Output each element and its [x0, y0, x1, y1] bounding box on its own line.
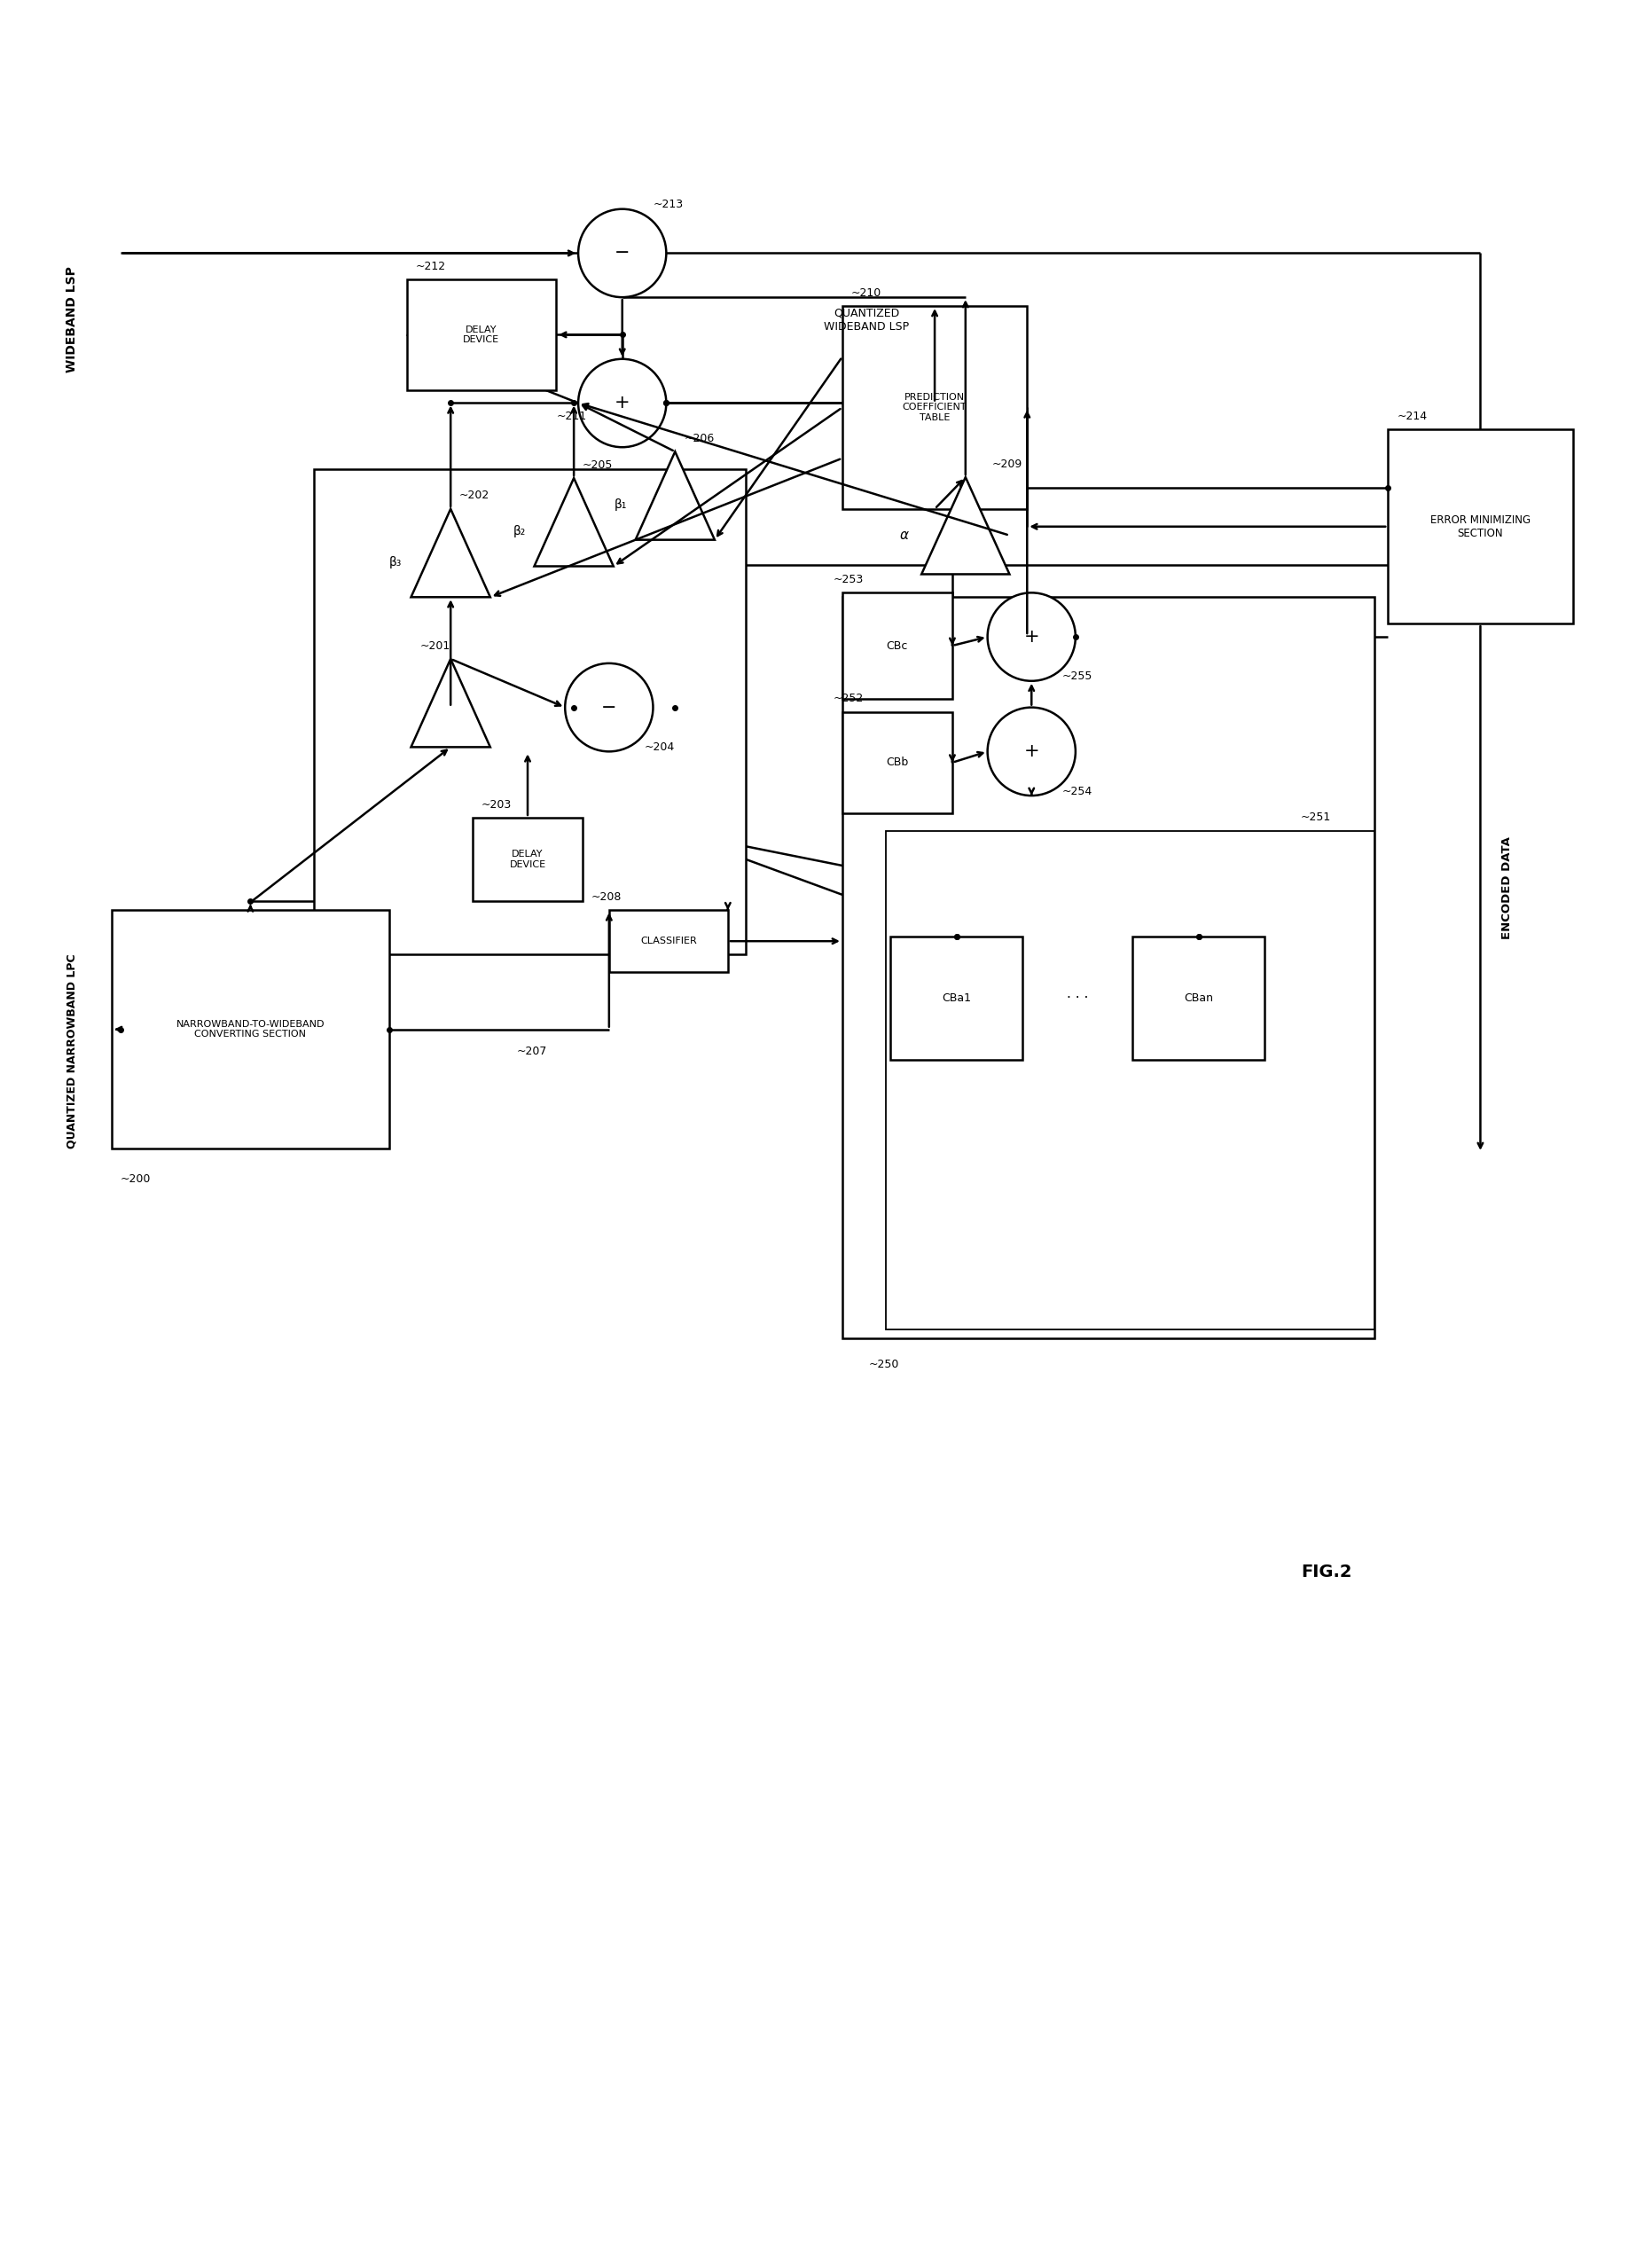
Text: DELAY
DEVICE: DELAY DEVICE: [509, 850, 545, 870]
Text: NARROWBAND-TO-WIDEBAND
CONVERTING SECTION: NARROWBAND-TO-WIDEBAND CONVERTING SECTIO…: [177, 1020, 325, 1038]
Text: ERROR MINIMIZING
SECTION: ERROR MINIMIZING SECTION: [1431, 514, 1530, 539]
Text: −: −: [601, 698, 616, 716]
Bar: [406, 279, 557, 390]
Text: CBb: CBb: [885, 757, 909, 768]
Text: QUANTIZED NARROWBAND LPC: QUANTIZED NARROWBAND LPC: [66, 954, 78, 1149]
Text: ~213: ~213: [653, 199, 684, 211]
Circle shape: [578, 208, 666, 297]
Bar: [314, 469, 745, 954]
Circle shape: [988, 594, 1075, 682]
Text: ~211: ~211: [557, 410, 586, 421]
Bar: [472, 818, 583, 902]
Text: ~208: ~208: [591, 891, 621, 902]
Bar: [843, 598, 1374, 1339]
Text: β₃: β₃: [390, 555, 401, 569]
Text: ~251: ~251: [1300, 811, 1332, 823]
Text: ~212: ~212: [415, 261, 446, 272]
Circle shape: [988, 707, 1075, 795]
Text: ~200: ~200: [121, 1174, 150, 1185]
Bar: [1133, 936, 1265, 1060]
Text: −: −: [615, 245, 629, 263]
Circle shape: [565, 664, 653, 752]
Text: ~214: ~214: [1396, 410, 1427, 421]
Text: ~255: ~255: [1062, 671, 1092, 682]
Bar: [885, 832, 1374, 1330]
Polygon shape: [922, 478, 1009, 573]
Text: ~250: ~250: [869, 1360, 899, 1371]
Polygon shape: [534, 478, 613, 566]
Bar: [890, 936, 1023, 1060]
Bar: [843, 306, 1028, 510]
Text: ~202: ~202: [459, 489, 489, 501]
Text: FIG.2: FIG.2: [1300, 1564, 1351, 1579]
Text: DELAY
DEVICE: DELAY DEVICE: [463, 324, 499, 344]
Text: ENCODED DATA: ENCODED DATA: [1502, 836, 1513, 940]
Text: ~210: ~210: [851, 288, 882, 299]
Text: ~203: ~203: [481, 798, 512, 811]
Bar: [112, 911, 388, 1149]
Text: ~253: ~253: [834, 573, 864, 585]
Text: α: α: [899, 528, 909, 542]
Text: ~254: ~254: [1062, 786, 1092, 798]
Text: CLASSIFIER: CLASSIFIER: [641, 936, 697, 945]
Text: ~201: ~201: [420, 639, 451, 650]
Text: WIDEBAND LSP: WIDEBAND LSP: [66, 265, 78, 372]
Bar: [843, 594, 952, 698]
Text: +: +: [1024, 628, 1039, 646]
Polygon shape: [411, 510, 491, 598]
Text: CBan: CBan: [1184, 993, 1213, 1004]
Text: ~252: ~252: [834, 693, 864, 705]
Text: ~206: ~206: [684, 433, 714, 444]
Text: PREDICTION
COEFFICIENT
TABLE: PREDICTION COEFFICIENT TABLE: [902, 392, 966, 421]
Bar: [1388, 431, 1573, 623]
Text: +: +: [1024, 743, 1039, 761]
Text: ~205: ~205: [583, 460, 613, 471]
Circle shape: [578, 358, 666, 446]
Text: ~207: ~207: [517, 1045, 547, 1058]
Text: β₂: β₂: [512, 526, 525, 537]
Text: +: +: [615, 394, 629, 412]
Text: ~204: ~204: [644, 741, 674, 752]
Bar: [610, 911, 729, 972]
Text: β₁: β₁: [615, 499, 626, 510]
Polygon shape: [636, 451, 715, 539]
Text: CBa1: CBa1: [942, 993, 971, 1004]
Polygon shape: [411, 659, 491, 748]
Text: CBc: CBc: [887, 639, 909, 650]
Bar: [843, 712, 952, 813]
Text: · · ·: · · ·: [1067, 993, 1089, 1006]
Text: QUANTIZED
WIDEBAND LSP: QUANTIZED WIDEBAND LSP: [824, 308, 909, 333]
Text: ~209: ~209: [991, 458, 1023, 469]
